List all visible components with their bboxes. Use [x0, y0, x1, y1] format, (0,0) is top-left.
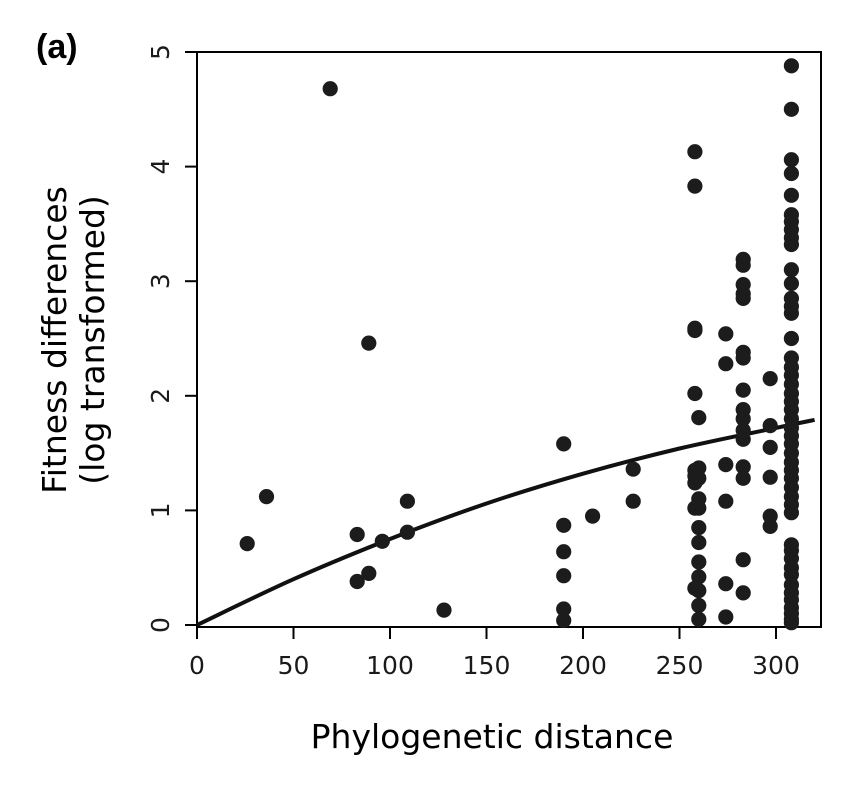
data-point — [691, 534, 707, 551]
x-tick-label: 200 — [559, 651, 607, 680]
data-point — [556, 517, 572, 533]
data-point — [625, 461, 641, 477]
x-axis-title: Phylogenetic distance — [311, 717, 674, 756]
data-point — [687, 178, 703, 194]
y-tick-label: 5 — [146, 44, 175, 60]
x-tick-label: 300 — [752, 651, 800, 680]
data-point — [762, 371, 778, 387]
plot-frame — [196, 51, 822, 628]
data-point — [258, 489, 275, 505]
data-point — [783, 152, 800, 168]
data-point — [762, 469, 778, 485]
data-point — [691, 470, 707, 486]
x-tick-label: 250 — [656, 651, 704, 680]
y-axis-title-line1: Fitness differences — [35, 186, 74, 494]
data-point — [687, 322, 703, 339]
data-points — [239, 58, 800, 631]
data-point — [625, 493, 641, 509]
data-point — [349, 526, 365, 543]
data-point — [783, 330, 800, 347]
x-tick-label: 0 — [189, 651, 205, 680]
data-point — [735, 552, 751, 568]
data-point — [691, 583, 707, 599]
data-point — [691, 597, 707, 614]
x-tick-label: 150 — [463, 651, 511, 680]
x-axis: 0 50 100 150 200 250 300 — [189, 627, 800, 680]
data-point — [783, 615, 800, 631]
data-point — [691, 410, 707, 426]
data-point — [762, 439, 778, 455]
data-point — [735, 459, 751, 475]
data-point — [783, 165, 800, 182]
y-tick-label: 3 — [146, 273, 175, 289]
y-tick-label: 2 — [146, 388, 175, 404]
data-point — [399, 524, 415, 540]
data-point — [556, 612, 572, 629]
data-point — [691, 520, 707, 536]
data-point — [691, 611, 707, 627]
data-point — [718, 326, 734, 342]
data-point — [783, 505, 800, 521]
data-point — [687, 144, 703, 160]
data-point — [239, 536, 255, 552]
data-point — [585, 508, 601, 524]
data-point — [783, 236, 800, 253]
data-point — [735, 257, 751, 273]
data-point — [783, 101, 800, 117]
y-tick-label: 1 — [146, 502, 175, 518]
y-tick-label: 4 — [146, 159, 175, 175]
data-point — [691, 569, 707, 585]
data-point — [374, 533, 390, 549]
x-tick-label: 50 — [278, 651, 310, 680]
data-point — [399, 493, 415, 509]
data-point — [735, 431, 751, 447]
data-point — [783, 305, 800, 321]
data-point — [556, 544, 572, 560]
data-point — [735, 382, 751, 398]
data-point — [691, 554, 707, 570]
data-point — [718, 493, 734, 509]
x-tick-label: 100 — [366, 651, 414, 680]
data-point — [436, 602, 452, 618]
panel-label: (a) — [36, 28, 78, 66]
data-point — [361, 335, 377, 351]
data-point — [783, 262, 800, 278]
data-point — [783, 187, 800, 203]
y-axis-title-line2: (log transformed) — [73, 195, 112, 485]
fit-curve — [196, 417, 815, 627]
data-point — [718, 356, 734, 372]
y-tick-label: 0 — [146, 617, 175, 633]
data-point — [718, 609, 734, 625]
data-point — [691, 500, 707, 516]
data-point — [783, 275, 800, 292]
data-point — [556, 601, 572, 617]
data-point — [361, 565, 377, 582]
data-point — [735, 585, 751, 601]
data-point — [735, 350, 751, 366]
data-point — [762, 518, 778, 535]
data-point — [718, 576, 734, 592]
data-point — [556, 436, 572, 452]
data-point — [735, 290, 751, 306]
data-point — [718, 457, 734, 473]
data-point — [349, 573, 365, 590]
data-point — [322, 81, 338, 97]
data-point — [783, 58, 800, 74]
data-point — [687, 385, 703, 402]
data-point — [556, 568, 572, 584]
data-point — [735, 470, 751, 486]
data-point — [762, 418, 778, 434]
y-axis: 0 1 2 3 4 5 — [146, 44, 197, 633]
data-point — [735, 411, 751, 427]
